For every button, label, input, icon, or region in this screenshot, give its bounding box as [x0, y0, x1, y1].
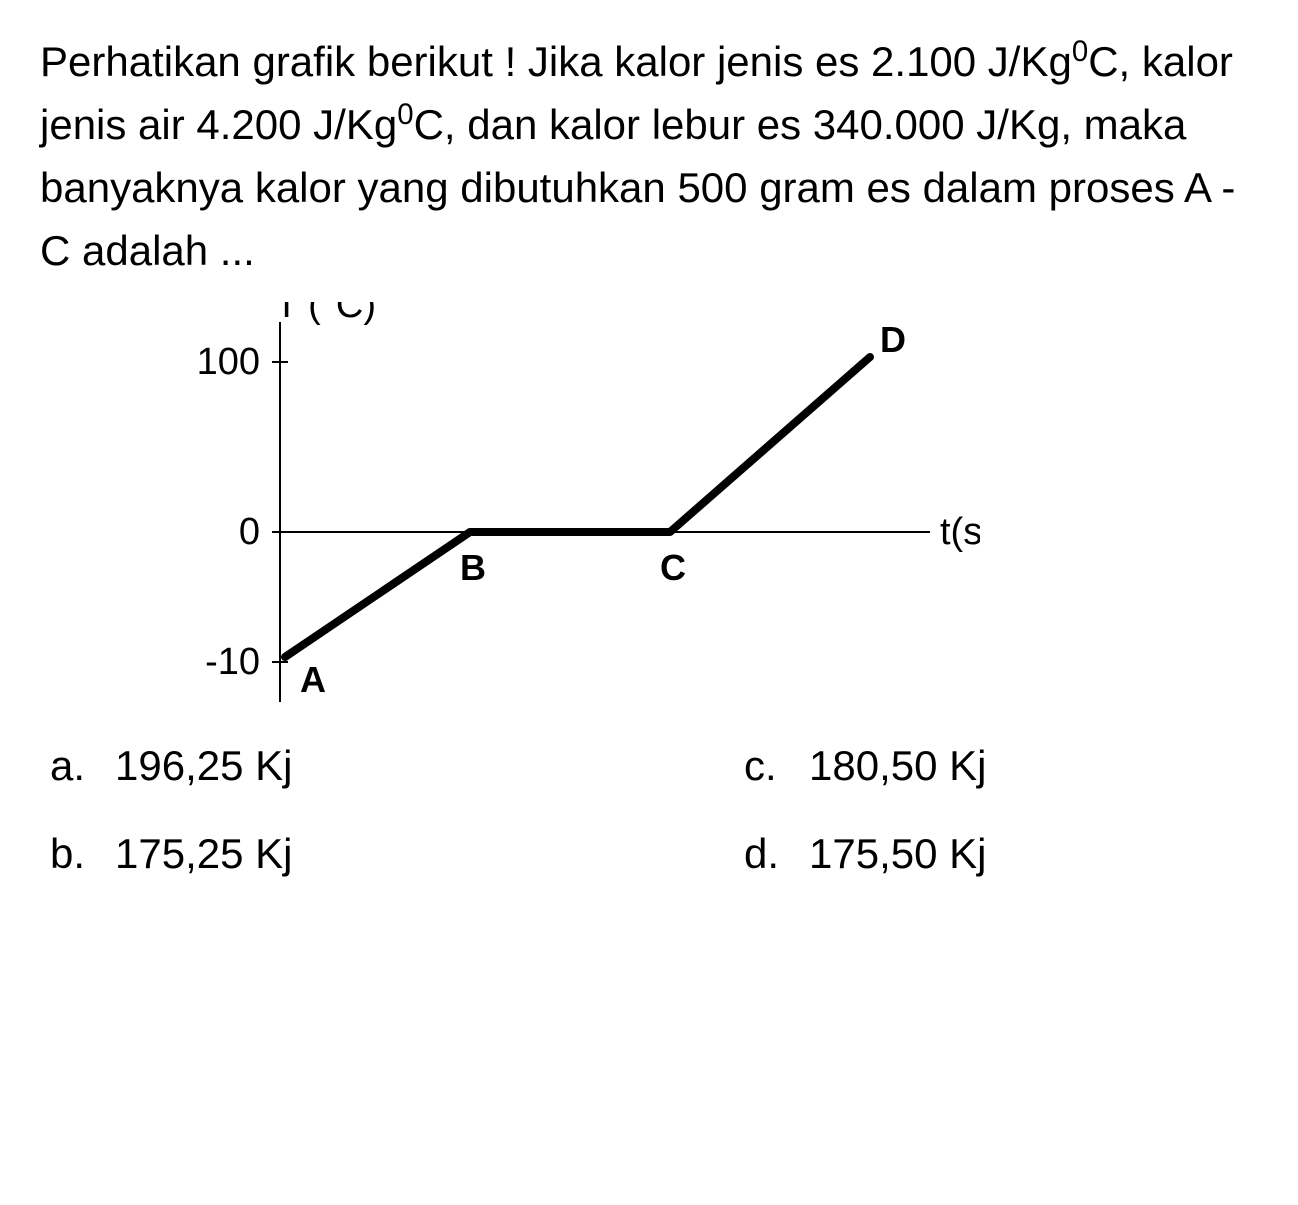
option-b[interactable]: b. 175,25 Kj [50, 830, 564, 878]
data-line [285, 357, 870, 657]
option-b-text: 175,25 Kj [115, 830, 292, 878]
point-label-a: A [300, 659, 326, 700]
chart-svg: T (°C) 100 0 -10 t(s) A B C D [160, 302, 980, 712]
option-a-text: 196,25 Kj [115, 742, 292, 790]
point-label-b: B [460, 547, 486, 588]
point-label-c: C [660, 547, 686, 588]
answer-options: a. 196,25 Kj c. 180,50 Kj b. 175,25 Kj d… [40, 742, 1258, 878]
question-part1: Perhatikan grafik berikut ! Jika kalor j… [40, 38, 1072, 85]
ytick-label-0: 0 [239, 511, 260, 553]
ytick-label-neg10: -10 [205, 641, 260, 683]
option-d-letter: d. [744, 830, 789, 878]
option-a-letter: a. [50, 742, 95, 790]
point-label-d: D [880, 319, 906, 360]
option-a[interactable]: a. 196,25 Kj [50, 742, 564, 790]
ytick-label-100: 100 [197, 341, 260, 383]
question-text: Perhatikan grafik berikut ! Jika kalor j… [40, 30, 1258, 282]
option-c-text: 180,50 Kj [809, 742, 986, 790]
y-axis-title: T (°C) [275, 302, 376, 326]
option-c[interactable]: c. 180,50 Kj [744, 742, 1258, 790]
x-axis-title: t(s) [940, 511, 980, 553]
superscript-1: 0 [1072, 35, 1088, 68]
option-c-letter: c. [744, 742, 789, 790]
option-b-letter: b. [50, 830, 95, 878]
option-d[interactable]: d. 175,50 Kj [744, 830, 1258, 878]
superscript-2: 0 [397, 98, 413, 131]
temperature-time-chart: T (°C) 100 0 -10 t(s) A B C D [160, 302, 1258, 712]
option-d-text: 175,50 Kj [809, 830, 986, 878]
